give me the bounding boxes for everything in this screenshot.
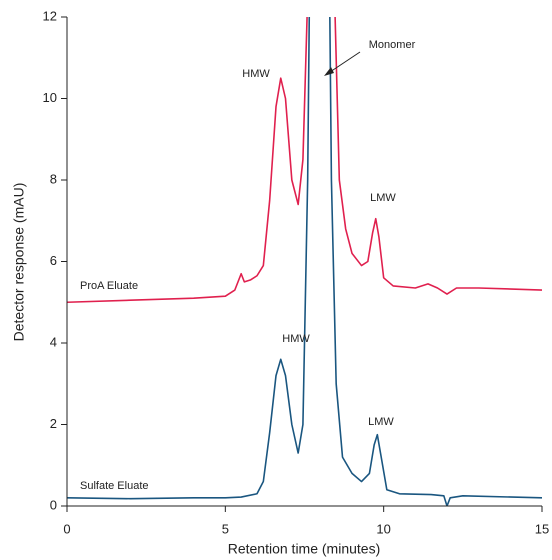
annotation-arrow [329,51,361,73]
y-tick-label: 12 [43,8,57,23]
series-label: ProA Eluate [80,280,138,292]
y-tick-label: 8 [50,171,57,186]
y-tick-label: 6 [50,253,57,268]
annotation: LMW [370,192,396,204]
annotation: HMW [282,333,310,345]
annotation: LMW [368,416,394,428]
x-tick-label: 5 [222,521,229,536]
x-axis-title: Retention time (minutes) [228,541,381,557]
x-tick-label: 10 [376,521,390,536]
y-tick-label: 4 [50,334,57,349]
y-tick-label: 10 [43,90,57,105]
y-tick-label: 0 [50,497,57,512]
y-tick-label: 2 [50,416,57,431]
plot-area [67,17,542,506]
annotation: HMW [242,68,270,80]
x-tick-label: 0 [63,521,70,536]
series-line [67,17,542,506]
series-line [67,17,542,304]
series-label: Sulfate Eluate [80,480,149,492]
annotation: Monomer [369,39,416,51]
x-tick-label: 15 [535,521,549,536]
annotation-arrowhead [324,67,334,76]
y-axis-title: Detector response (mAU) [11,183,27,342]
